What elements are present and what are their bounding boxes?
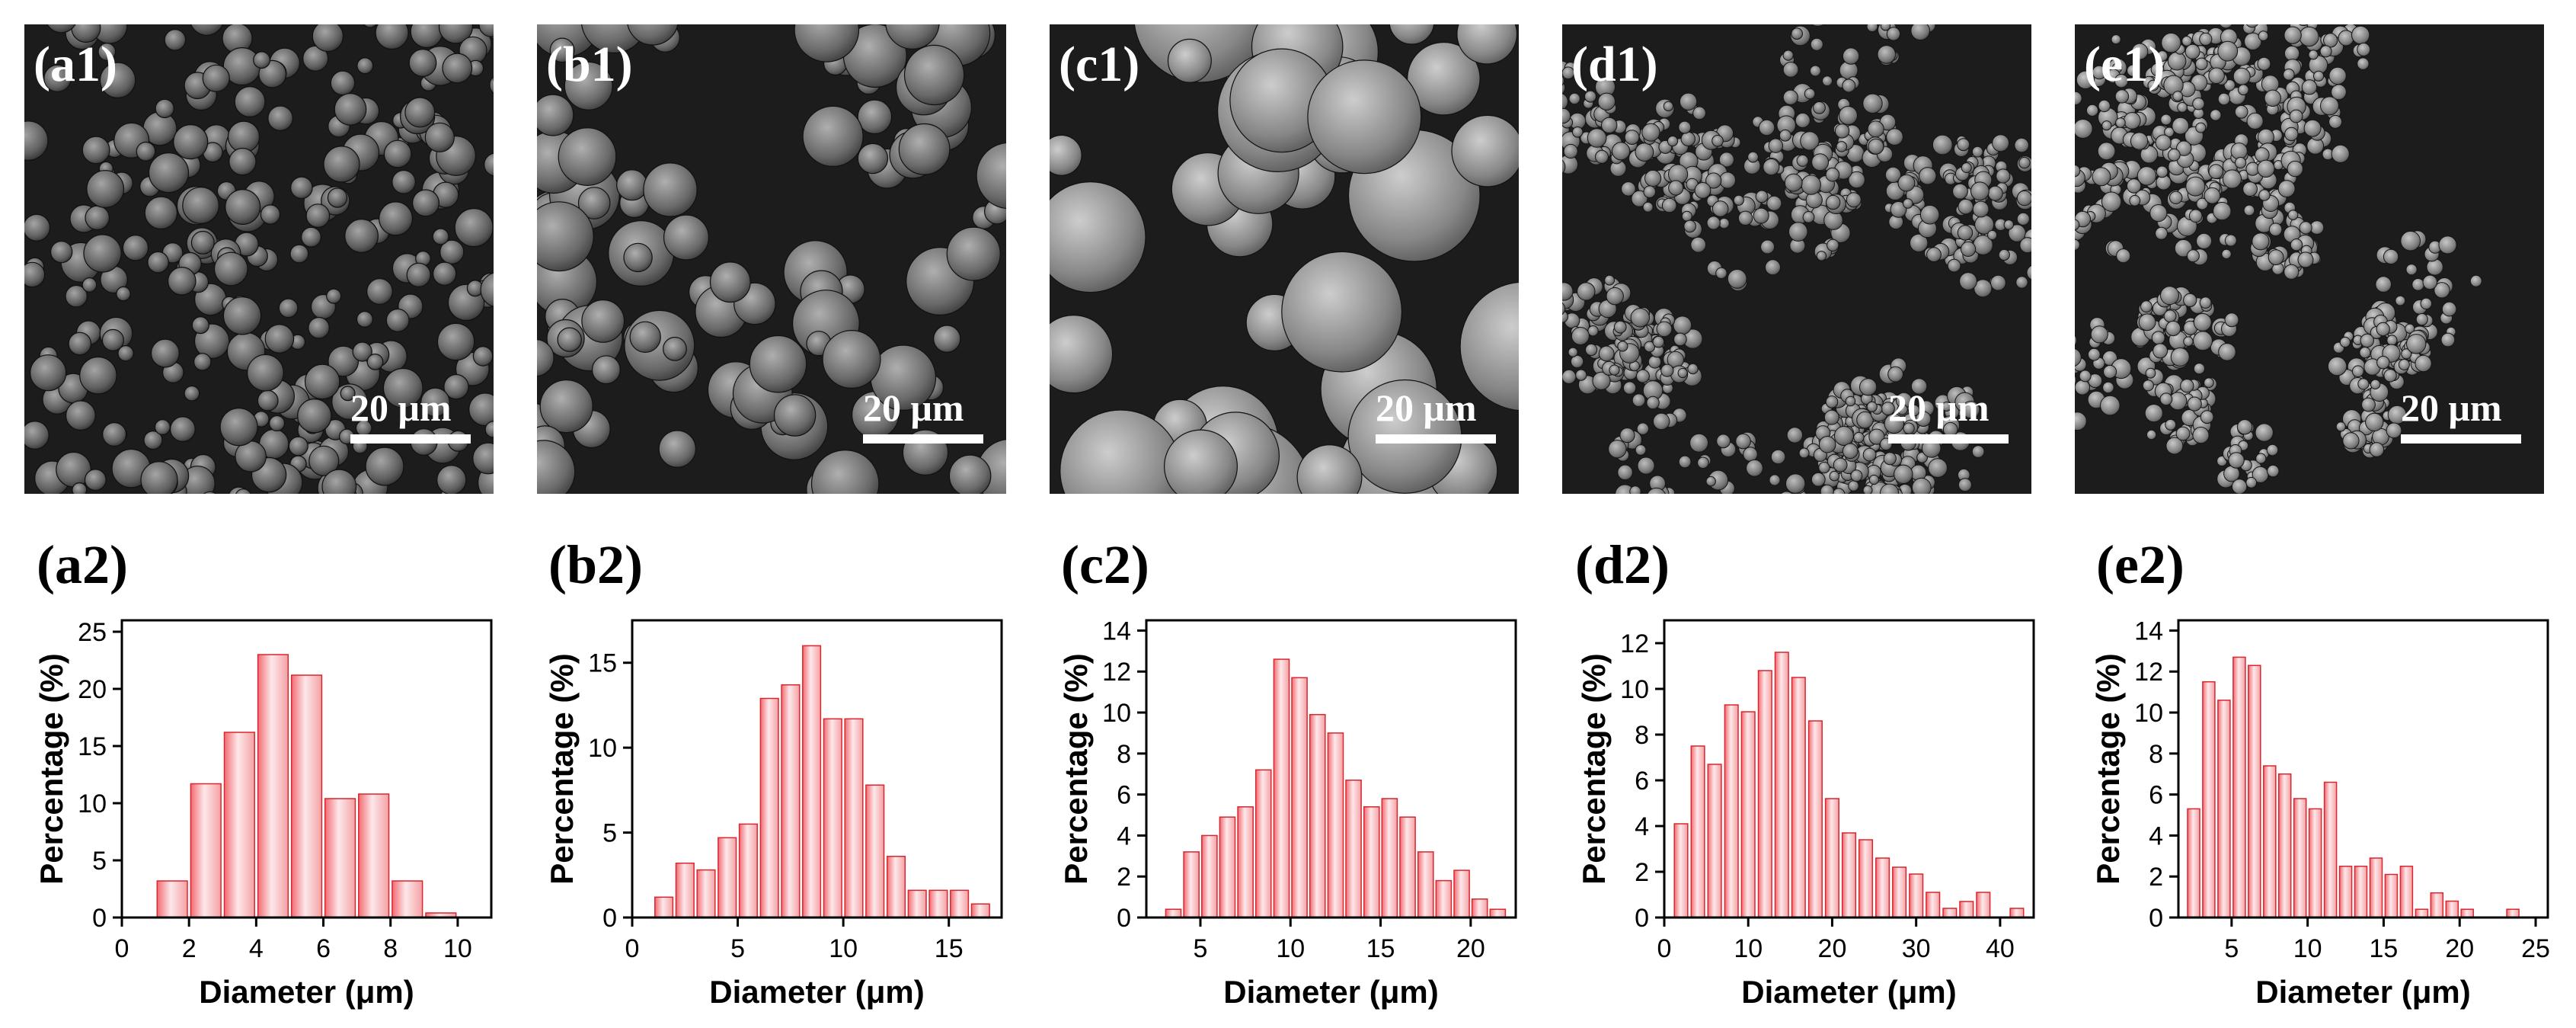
x-tick-label: 0	[115, 934, 129, 963]
sem-micrograph	[1050, 24, 1519, 494]
panel-label: (d1)	[1571, 37, 1658, 92]
histogram-bar	[290, 674, 323, 918]
scale-bar-label: 20 μm	[1376, 386, 1477, 429]
scale-bar	[1376, 434, 1496, 444]
panel-label: (e1)	[2084, 37, 2165, 92]
histogram-label-e2: (e2)	[2096, 534, 2184, 595]
y-tick-label: 0	[92, 904, 107, 933]
scale-bar	[1888, 434, 2009, 444]
scale-bar-label: 20 μm	[863, 386, 964, 429]
sem-micrograph	[1562, 24, 2031, 494]
sem-micrograph	[24, 24, 494, 494]
scale-bar	[350, 434, 471, 444]
scale-bar	[2401, 434, 2521, 444]
sem-image-e1: (e1) 20 μm	[2075, 24, 2544, 494]
y-tick-label: 15	[78, 732, 107, 761]
histogram-a2: 0 2 4 6 8 10 0 5 10 15 20 25 Diameter (μm) Percentage…	[34, 618, 493, 1010]
sem-image-b1: (b1) 20 μm	[537, 24, 1006, 494]
scale-bar-label: 20 μm	[350, 386, 452, 429]
x-tick-label: 8	[383, 934, 398, 963]
scale-bar-label: 20 μm	[2401, 386, 2502, 429]
x-axis-title: Diameter (μm)	[199, 974, 414, 1010]
histogram-bar	[324, 798, 356, 918]
histogram-label-a2: (a2)	[37, 534, 128, 595]
scale-bar-label: 20 μm	[1888, 386, 1990, 429]
histogram-bar	[358, 793, 390, 918]
y-tick-label: 20	[78, 675, 107, 704]
panel-label: (b1)	[546, 37, 633, 92]
panel-label: (a1)	[34, 37, 117, 92]
histogram-bar	[190, 783, 222, 918]
y-axis-title: Percentage (%)	[34, 653, 69, 884]
x-tick-label: 4	[249, 934, 264, 963]
panel-label: (c1)	[1059, 37, 1140, 92]
y-tick-label: 10	[78, 789, 107, 818]
y-tick-label: 5	[92, 847, 107, 876]
x-tick-label: 2	[182, 934, 197, 963]
histogram-bar	[257, 654, 289, 918]
sem-image-c1: (c1) 20 μm	[1050, 24, 1519, 494]
histogram-label-d2: (d2)	[1575, 534, 1670, 595]
histogram-bar	[223, 732, 255, 918]
x-tick-label: 10	[443, 934, 472, 963]
y-tick-label: 25	[78, 618, 107, 647]
sem-image-d1: (d1) 20 μm	[1562, 24, 2031, 494]
scale-bar	[863, 434, 983, 444]
sem-micrograph	[537, 24, 1006, 494]
sem-image-a1: (a1) 20 μm	[24, 24, 494, 494]
histogram-label-c2: (c2)	[1061, 534, 1149, 595]
histogram-label-b2: (b2)	[548, 534, 643, 595]
histogram-bar	[156, 880, 188, 918]
plot-frame	[120, 619, 493, 919]
x-tick-label: 6	[316, 934, 331, 963]
sem-micrograph	[2075, 24, 2544, 494]
histogram-bar	[392, 880, 423, 918]
